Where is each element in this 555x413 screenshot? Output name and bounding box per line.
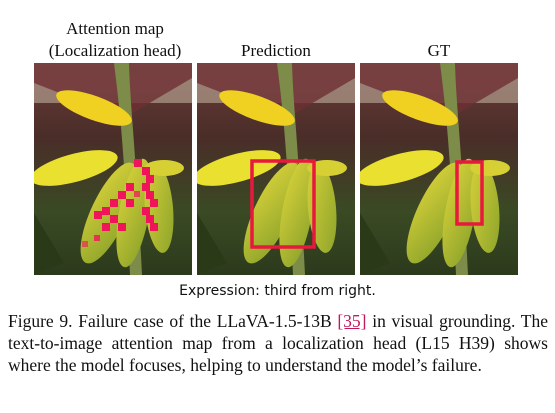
attention-heatmap: [82, 159, 158, 247]
expression-text: Expression: third from right.: [179, 283, 376, 299]
figure-label: Figure 9.: [8, 311, 73, 331]
gt-image: [360, 63, 518, 275]
attention-map-image: [34, 63, 192, 275]
caption-text-before: Failure case of the LLaVA-1.5-13B: [78, 311, 332, 331]
prediction-image: [197, 63, 355, 275]
figure-caption: Figure 9. Failure case of the LLaVA-1.5-…: [8, 310, 548, 376]
gt-box: [455, 160, 484, 226]
prediction-box: [250, 159, 316, 249]
caption-text-after: in visual grounding. The text-to-image a…: [8, 311, 548, 375]
attention-title-line1: Attention map: [66, 19, 164, 38]
prediction-title: Prediction: [241, 41, 311, 60]
attention-title-line2: (Localization head): [48, 41, 182, 60]
gt-title: GT: [427, 41, 451, 60]
citation-link[interactable]: [35]: [337, 311, 367, 331]
attention-map-title: Attention map (Localization head): [34, 18, 196, 62]
